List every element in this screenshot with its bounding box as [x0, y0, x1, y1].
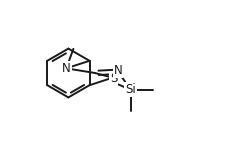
Text: N: N — [62, 62, 71, 75]
Text: N: N — [114, 64, 123, 77]
Text: Si: Si — [125, 83, 136, 96]
Text: S: S — [110, 72, 117, 85]
